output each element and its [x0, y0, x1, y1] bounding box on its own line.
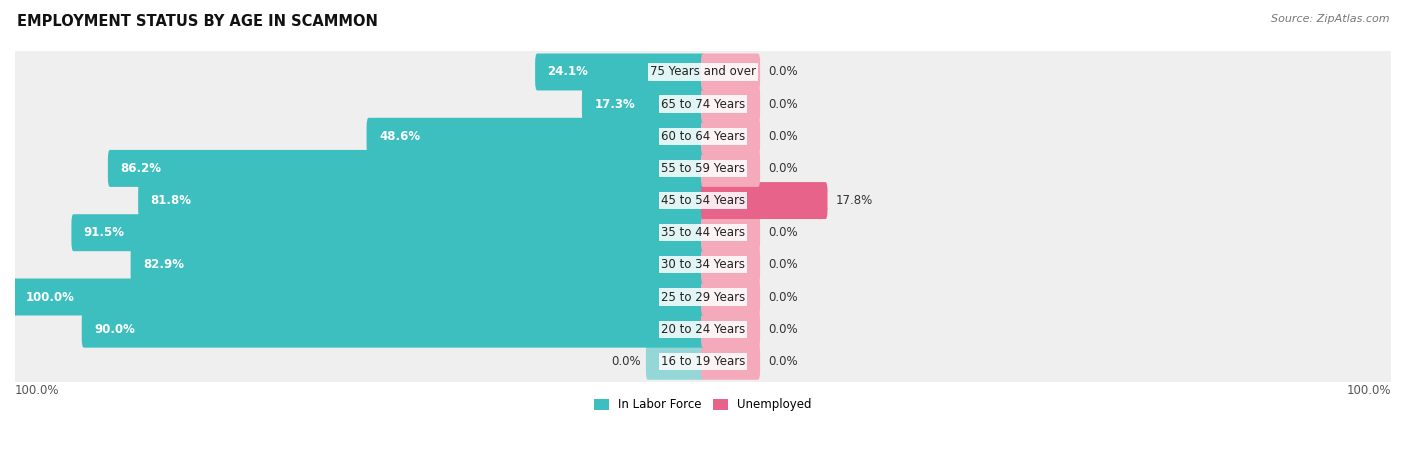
FancyBboxPatch shape — [13, 279, 704, 316]
Text: 65 to 74 Years: 65 to 74 Years — [661, 97, 745, 110]
FancyBboxPatch shape — [367, 118, 704, 155]
Text: 20 to 24 Years: 20 to 24 Years — [661, 322, 745, 336]
FancyBboxPatch shape — [15, 266, 1391, 328]
Text: 100.0%: 100.0% — [15, 384, 59, 397]
FancyBboxPatch shape — [15, 233, 1391, 296]
FancyBboxPatch shape — [702, 246, 761, 283]
Text: 30 to 34 Years: 30 to 34 Years — [661, 258, 745, 272]
FancyBboxPatch shape — [15, 330, 1391, 393]
FancyBboxPatch shape — [702, 343, 761, 380]
FancyBboxPatch shape — [645, 343, 704, 380]
Text: 0.0%: 0.0% — [768, 130, 799, 143]
Text: 100.0%: 100.0% — [1347, 384, 1391, 397]
FancyBboxPatch shape — [72, 214, 704, 251]
Text: 0.0%: 0.0% — [768, 322, 799, 336]
Text: 48.6%: 48.6% — [380, 130, 420, 143]
Text: 0.0%: 0.0% — [768, 258, 799, 272]
FancyBboxPatch shape — [582, 86, 704, 123]
Text: 16 to 19 Years: 16 to 19 Years — [661, 355, 745, 368]
FancyBboxPatch shape — [15, 169, 1391, 232]
FancyBboxPatch shape — [108, 150, 704, 187]
FancyBboxPatch shape — [131, 246, 704, 283]
FancyBboxPatch shape — [702, 182, 828, 219]
Text: 0.0%: 0.0% — [768, 97, 799, 110]
FancyBboxPatch shape — [702, 118, 761, 155]
Text: 86.2%: 86.2% — [121, 162, 162, 175]
FancyBboxPatch shape — [702, 311, 761, 348]
FancyBboxPatch shape — [15, 201, 1391, 264]
Text: 0.0%: 0.0% — [768, 162, 799, 175]
Text: 0.0%: 0.0% — [612, 355, 641, 368]
Text: 25 to 29 Years: 25 to 29 Years — [661, 290, 745, 304]
Legend: In Labor Force, Unemployed: In Labor Force, Unemployed — [589, 394, 817, 416]
Text: 17.3%: 17.3% — [595, 97, 636, 110]
Text: 17.8%: 17.8% — [835, 194, 873, 207]
Text: 0.0%: 0.0% — [768, 290, 799, 304]
Text: 0.0%: 0.0% — [768, 65, 799, 78]
FancyBboxPatch shape — [702, 54, 761, 91]
Text: 91.5%: 91.5% — [84, 226, 125, 239]
FancyBboxPatch shape — [702, 279, 761, 316]
Text: 82.9%: 82.9% — [143, 258, 184, 272]
FancyBboxPatch shape — [702, 150, 761, 187]
Text: 35 to 44 Years: 35 to 44 Years — [661, 226, 745, 239]
FancyBboxPatch shape — [15, 105, 1391, 168]
FancyBboxPatch shape — [536, 54, 704, 91]
FancyBboxPatch shape — [15, 73, 1391, 136]
Text: 55 to 59 Years: 55 to 59 Years — [661, 162, 745, 175]
Text: 45 to 54 Years: 45 to 54 Years — [661, 194, 745, 207]
Text: 24.1%: 24.1% — [547, 65, 588, 78]
Text: 100.0%: 100.0% — [25, 290, 75, 304]
Text: 0.0%: 0.0% — [768, 226, 799, 239]
FancyBboxPatch shape — [82, 311, 704, 348]
FancyBboxPatch shape — [702, 214, 761, 251]
Text: 75 Years and over: 75 Years and over — [650, 65, 756, 78]
FancyBboxPatch shape — [15, 298, 1391, 361]
FancyBboxPatch shape — [15, 137, 1391, 200]
Text: 81.8%: 81.8% — [150, 194, 191, 207]
Text: EMPLOYMENT STATUS BY AGE IN SCAMMON: EMPLOYMENT STATUS BY AGE IN SCAMMON — [17, 14, 378, 28]
FancyBboxPatch shape — [138, 182, 704, 219]
Text: Source: ZipAtlas.com: Source: ZipAtlas.com — [1271, 14, 1389, 23]
FancyBboxPatch shape — [702, 86, 761, 123]
Text: 60 to 64 Years: 60 to 64 Years — [661, 130, 745, 143]
Text: 0.0%: 0.0% — [768, 355, 799, 368]
Text: 90.0%: 90.0% — [94, 322, 135, 336]
FancyBboxPatch shape — [15, 41, 1391, 103]
